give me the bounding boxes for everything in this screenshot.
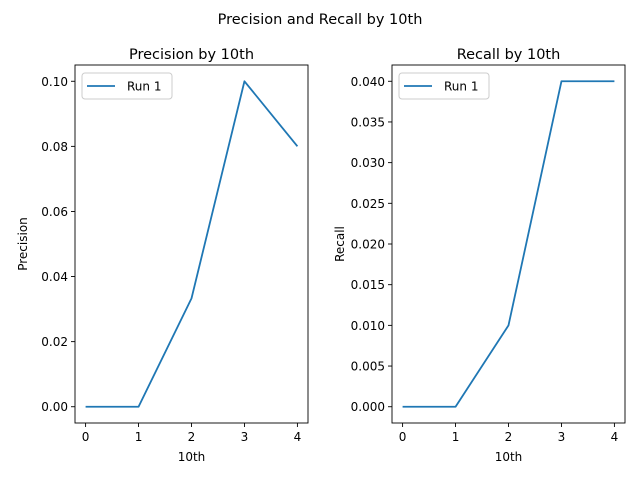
y-tick-label: 0.040 xyxy=(351,75,385,89)
figure-suptitle: Precision and Recall by 10th xyxy=(218,12,423,28)
x-tick-label: 1 xyxy=(452,430,460,444)
x-tick-label: 4 xyxy=(294,430,302,444)
x-axis-label: 10th xyxy=(178,450,206,464)
x-tick-label: 1 xyxy=(135,430,143,444)
y-tick-label: 0.025 xyxy=(351,197,385,211)
axes-frame xyxy=(391,64,626,424)
axes-frame xyxy=(74,64,309,424)
legend-label: Run 1 xyxy=(127,80,161,94)
x-tick-label: 4 xyxy=(611,430,619,444)
y-tick-label: 0.030 xyxy=(351,156,385,170)
y-axis-label: Recall xyxy=(333,226,347,262)
series-line-1 xyxy=(402,80,615,408)
x-tick-label: 2 xyxy=(188,430,196,444)
y-tick-label: 0.005 xyxy=(351,360,385,374)
y-tick-label: 0.015 xyxy=(351,278,385,292)
x-tick-label: 0 xyxy=(399,430,407,444)
x-tick-label: 3 xyxy=(558,430,566,444)
y-tick-label: 0.08 xyxy=(41,140,68,154)
legend-box xyxy=(81,72,173,100)
y-tick-label: 0.10 xyxy=(41,75,68,89)
subplot-title: Recall by 10th xyxy=(457,47,561,63)
series-line-1 xyxy=(85,80,299,408)
legend: Run 1 xyxy=(81,72,173,100)
y-tick-label: 0.020 xyxy=(351,238,385,252)
legend-label: Run 1 xyxy=(444,80,478,94)
subplot-title: Precision by 10th xyxy=(129,47,254,63)
subplot-1: 0 1 2 3 4 0.00 0.02 0.04 0.06 0.08 0.10 Precision b… xyxy=(16,47,309,464)
x-tick-label: 0 xyxy=(82,430,90,444)
legend-box xyxy=(398,72,490,100)
y-axis-label: Precision xyxy=(16,217,30,271)
y-tick-label: 0.02 xyxy=(41,335,68,349)
y-tick-label: 0.06 xyxy=(41,205,68,219)
y-tick-label: 0.000 xyxy=(351,400,385,414)
y-tick-label: 0.00 xyxy=(41,400,68,414)
y-tick-label: 0.035 xyxy=(351,115,385,129)
y-tick-label: 0.010 xyxy=(351,319,385,333)
subplot-2: 0 1 2 3 4 0.000 0.005 0.010 0.015 0.020 0.025 0.030… xyxy=(333,47,626,464)
x-axis-label: 10th xyxy=(495,450,523,464)
x-tick-label: 2 xyxy=(505,430,513,444)
x-tick-label: 3 xyxy=(241,430,249,444)
y-tick-label: 0.04 xyxy=(41,270,68,284)
legend: Run 1 xyxy=(398,72,490,100)
